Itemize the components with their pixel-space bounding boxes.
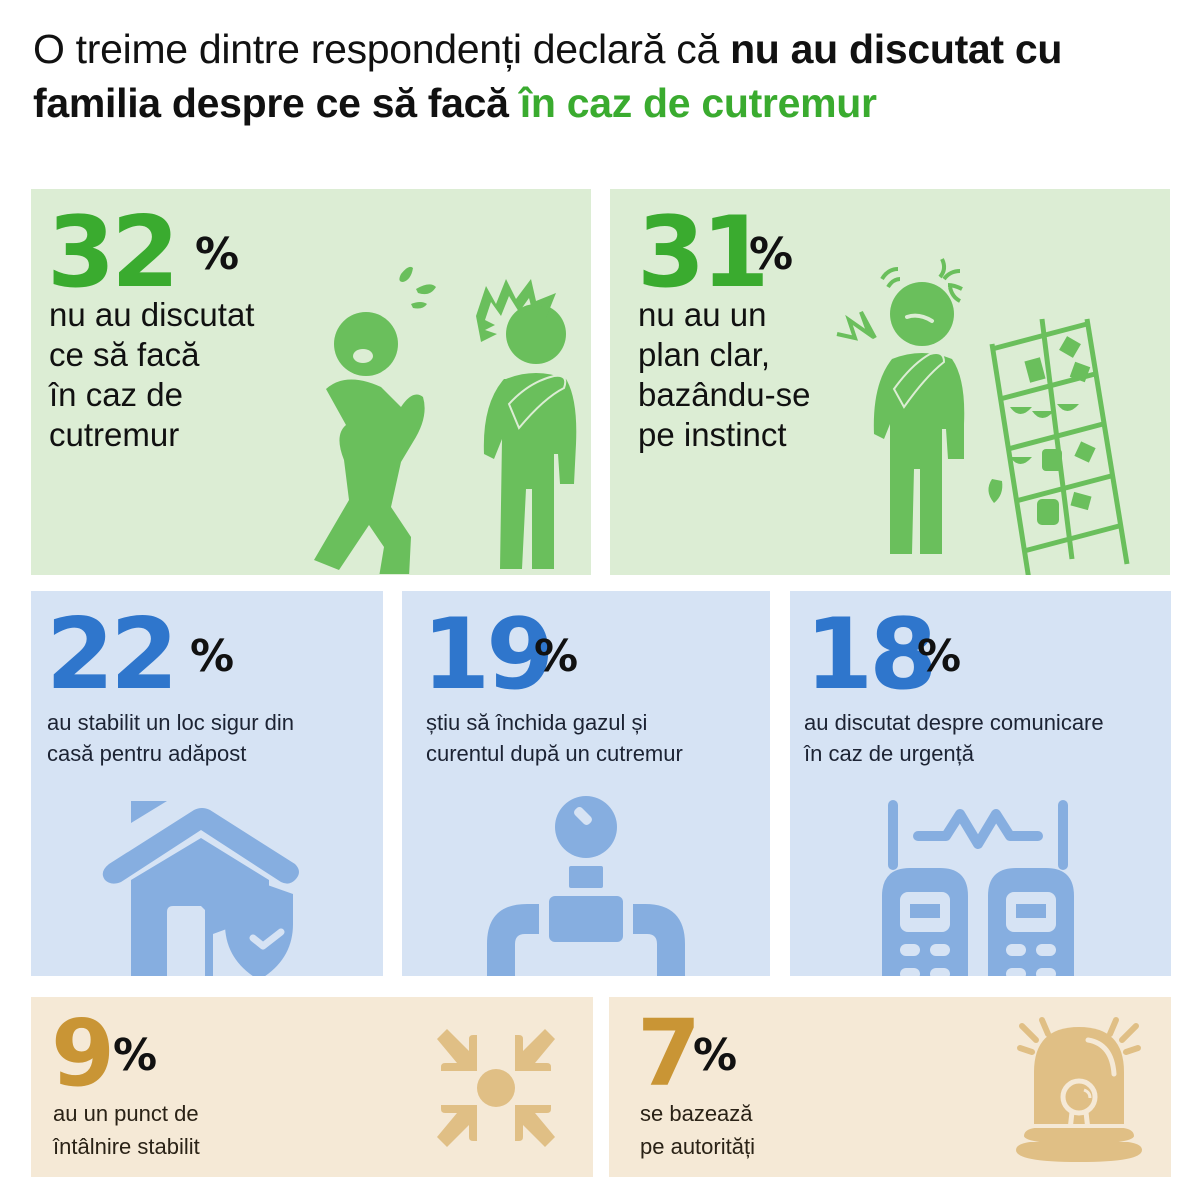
stat-value: 22% <box>46 598 235 712</box>
percent-sign: % <box>190 631 235 682</box>
percent-sign: % <box>693 1030 738 1081</box>
stat-card-18: 18% au discutat despre comunicare în caz… <box>790 591 1171 976</box>
stat-description: au un punct de întâlnire stabilit <box>53 1101 200 1159</box>
stat-card-31: 31% nu au un plan clar, bazându-se pe in… <box>610 189 1170 575</box>
stat-description: au discutat despre comunicare în caz de … <box>804 710 1104 766</box>
stat-description: știu să închida gazul și curentul după u… <box>426 710 683 766</box>
stat-value: 31% <box>637 196 794 310</box>
stat-description: nu au discutat ce să facă în caz de cutr… <box>49 296 255 453</box>
stat-value: 19% <box>422 598 579 712</box>
stat-card-22: 22% au stabilit un loc sigur din casă pe… <box>31 591 383 976</box>
person-falling-shelf-icon <box>836 258 1130 575</box>
walkie-talkie-icon <box>882 800 1074 976</box>
headline: O treime dintre respondenți declară că n… <box>33 22 1173 130</box>
percent-sign: % <box>749 229 794 280</box>
two-panicked-people-icon <box>314 266 577 574</box>
stat-value: 7% <box>637 1000 738 1107</box>
headline-part-regular: O treime dintre respondenți declară că <box>33 26 731 72</box>
percent-sign: % <box>917 631 962 682</box>
stat-description: au stabilit un loc sigur din casă pentru… <box>47 710 295 766</box>
headline-part-green: în caz de cutremur <box>519 80 877 126</box>
stat-description: se bazează pe autorități <box>640 1101 755 1159</box>
house-shield-icon <box>102 801 299 976</box>
stat-card-32: 32% nu au discutat ce să facă în caz de … <box>31 189 591 575</box>
headline-part-bold: nu au discutat cu familia despre ce să f… <box>33 26 1063 126</box>
meeting-point-icon <box>437 1029 555 1147</box>
percent-sign: % <box>195 229 240 280</box>
stat-card-9: 9% au un punct de întâlnire stabilit <box>31 997 593 1177</box>
stat-description: nu au un plan clar, bazându-se pe instin… <box>638 296 811 453</box>
siren-icon <box>1016 1017 1142 1162</box>
stat-card-19: 19% știu să închida gazul și curentul du… <box>402 591 770 976</box>
stat-card-7: 7% se bazează pe autorități <box>609 997 1171 1177</box>
gas-valve-icon <box>487 796 685 976</box>
stat-value: 18% <box>805 598 962 712</box>
percent-sign: % <box>113 1030 158 1081</box>
stat-value: 32% <box>47 196 240 310</box>
percent-sign: % <box>534 631 579 682</box>
stat-value: 9% <box>51 1000 158 1107</box>
